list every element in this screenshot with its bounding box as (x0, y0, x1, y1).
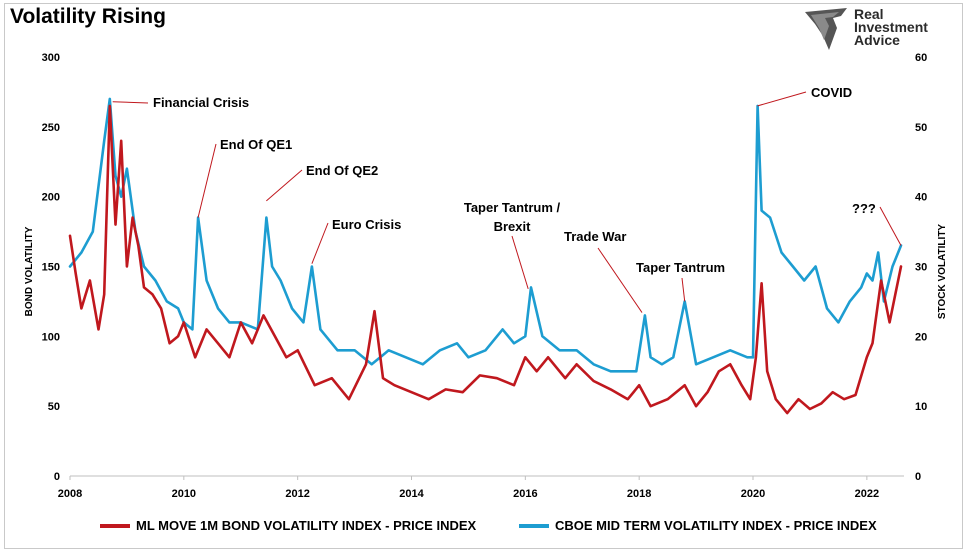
y-left-tick-label-200: 200 (42, 192, 60, 204)
annotation-leader-5 (597, 247, 643, 313)
annotation-label-6: Taper Tantrum (636, 260, 725, 275)
annotation-leader-7 (757, 91, 807, 107)
y-right-tick-label-10: 10 (915, 401, 927, 413)
x-tick-label-2018: 2018 (627, 488, 651, 500)
legend-bond: ML MOVE 1M BOND VOLATILITY INDEX - PRICE… (100, 518, 476, 533)
annotation-leader-4 (511, 235, 529, 289)
y-right-tick-label-0: 0 (915, 471, 921, 483)
chart-title: Volatility Rising (10, 5, 166, 28)
annotation-label-5: Trade War (564, 229, 626, 244)
y-right-axis-title: STOCK VOLATILITY (937, 224, 948, 320)
annotation-label-2: End Of QE2 (306, 163, 378, 178)
legend-bond-swatch (100, 523, 130, 528)
series-line-bond (68, 104, 903, 415)
y-right-tick-label-50: 50 (915, 122, 927, 134)
annotation-label-3: Euro Crisis (332, 217, 401, 232)
logo-eagle-icon (805, 8, 847, 50)
legend-stock: CBOE MID TERM VOLATILITY INDEX - PRICE I… (519, 518, 877, 533)
annotation-label-0: Financial Crisis (153, 95, 249, 110)
legend-bond-label: ML MOVE 1M BOND VOLATILITY INDEX - PRICE… (136, 518, 477, 533)
x-tick-label-2008: 2008 (58, 488, 82, 500)
y-left-tick-label-50: 50 (48, 401, 60, 413)
x-tick-label-2014: 2014 (399, 488, 424, 500)
logo-line-1: Real (854, 6, 884, 22)
y-left-tick-label-100: 100 (42, 331, 60, 343)
legend-stock-label: CBOE MID TERM VOLATILITY INDEX - PRICE I… (555, 518, 877, 533)
y-left-tick-label-300: 300 (42, 52, 60, 64)
logo-text: Real Investment Advice (854, 6, 928, 48)
y-left-tick-label-250: 250 (42, 122, 60, 134)
x-tick-label-2010: 2010 (172, 488, 196, 500)
annotation-label-4: Taper Tantrum / (464, 200, 561, 215)
annotation-leader-2 (266, 169, 303, 202)
annotation-label-7: COVID (811, 85, 852, 100)
annotation-leader-8 (879, 206, 902, 246)
y-right-tick-label-60: 60 (915, 52, 927, 64)
annotation-leader-0 (112, 101, 149, 104)
logo-line-2: Investment (854, 19, 928, 35)
x-tick-label-2020: 2020 (741, 488, 765, 500)
y-left-tick-label-0: 0 (54, 471, 60, 483)
annotation-leader-6 (681, 277, 686, 302)
legend-stock-swatch (519, 523, 549, 528)
y-right-tick-label-20: 20 (915, 331, 927, 343)
y-left-axis-title: BOND VOLATILITY (24, 226, 35, 316)
logo-line-3: Advice (854, 32, 900, 48)
annotation-label-4-line2: Brexit (494, 219, 532, 234)
x-tick-label-2012: 2012 (285, 488, 309, 500)
y-right-tick-label-40: 40 (915, 192, 927, 204)
annotation-label-8: ??? (852, 201, 876, 216)
chart-frame (4, 3, 963, 549)
y-left-tick-label-150: 150 (42, 262, 60, 274)
y-right-tick-label-30: 30 (915, 262, 927, 274)
x-tick-label-2016: 2016 (513, 488, 537, 500)
annotation-leader-3 (311, 222, 329, 264)
series-line-stock (68, 97, 903, 373)
annotation-label-1: End Of QE1 (220, 137, 292, 152)
annotation-leader-1 (197, 143, 217, 218)
x-tick-label-2022: 2022 (855, 488, 879, 500)
